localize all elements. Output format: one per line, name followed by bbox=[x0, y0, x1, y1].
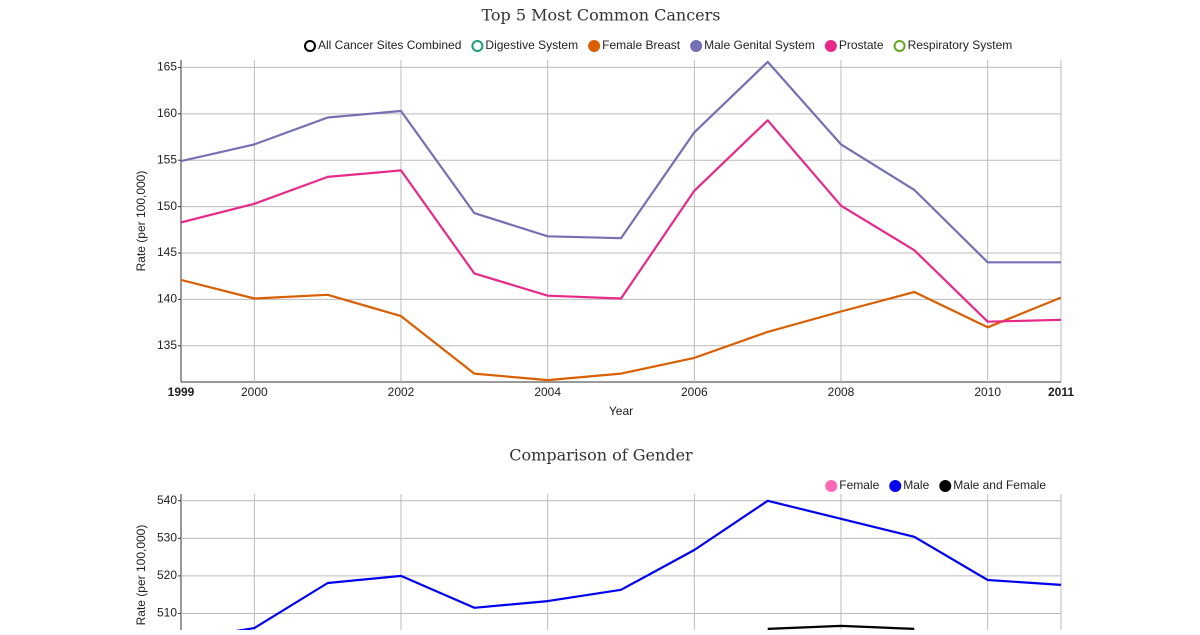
series-line bbox=[181, 60, 1061, 264]
plot-area bbox=[235, 499, 1061, 630]
legend-label: Prostate bbox=[839, 38, 884, 52]
y-tick-label: 150 bbox=[157, 199, 177, 213]
x-tick-label: 2006 bbox=[681, 385, 708, 399]
series-line bbox=[767, 624, 915, 630]
legend-marker bbox=[893, 40, 906, 52]
x-tick-label: 2010 bbox=[974, 385, 1001, 399]
y-tick-label: 135 bbox=[157, 338, 177, 352]
legend-marker bbox=[690, 40, 703, 52]
legend-item[interactable]: Female Breast bbox=[588, 38, 681, 52]
y-tick-label: 530 bbox=[157, 531, 177, 545]
series-line bbox=[181, 278, 1061, 382]
legend-label: Male and Female bbox=[953, 478, 1046, 492]
legend-item[interactable]: All Cancer Sites Combined bbox=[304, 38, 461, 52]
y-tick-label: 145 bbox=[157, 245, 177, 259]
legend-label: Digestive System bbox=[485, 38, 578, 52]
legend-item[interactable]: Male and Female bbox=[939, 478, 1046, 492]
legend-marker bbox=[825, 480, 838, 492]
series-line bbox=[181, 119, 1061, 323]
series-line bbox=[235, 499, 1061, 630]
legend-label: Male Genital System bbox=[704, 38, 815, 52]
legend-item[interactable]: Male Genital System bbox=[690, 38, 815, 52]
y-axis-label: Rate (per 100,000) bbox=[134, 525, 148, 626]
legend-label: Male bbox=[903, 478, 929, 492]
x-tick-label: 1999 bbox=[168, 385, 195, 399]
y-axis-label: Rate (per 100,000) bbox=[134, 171, 148, 272]
y-tick-label: 510 bbox=[157, 606, 177, 620]
legend-item[interactable]: Prostate bbox=[824, 38, 884, 52]
legend-label: Female Breast bbox=[602, 38, 681, 52]
x-tick-label: 2011 bbox=[1048, 385, 1074, 399]
legend-item[interactable]: Digestive System bbox=[471, 38, 578, 52]
chart-title: Top 5 Most Common Cancers bbox=[481, 6, 720, 25]
legend-label: All Cancer Sites Combined bbox=[318, 38, 461, 52]
legend-marker bbox=[939, 480, 952, 492]
y-tick-label: 540 bbox=[157, 493, 177, 507]
legend-marker bbox=[889, 480, 902, 492]
y-tick-label: 155 bbox=[157, 152, 177, 166]
x-axis-label: Year bbox=[609, 404, 633, 418]
x-tick-label: 2008 bbox=[828, 385, 855, 399]
x-tick-label: 2002 bbox=[388, 385, 415, 399]
x-tick-label: 2000 bbox=[241, 385, 268, 399]
y-tick-label: 140 bbox=[157, 292, 177, 306]
y-tick-label: 165 bbox=[157, 60, 177, 74]
legend-marker bbox=[304, 40, 316, 52]
y-tick-label: 160 bbox=[157, 106, 177, 120]
legend-item[interactable]: Male bbox=[889, 478, 930, 492]
chart-title: Comparison of Gender bbox=[509, 446, 693, 465]
plot-area bbox=[181, 60, 1061, 382]
legend-label: Respiratory System bbox=[908, 38, 1013, 52]
legend-marker bbox=[824, 40, 837, 52]
legend-item[interactable]: Respiratory System bbox=[893, 38, 1013, 52]
legend-marker bbox=[588, 40, 601, 52]
legend-marker bbox=[471, 40, 484, 52]
y-tick-label: 520 bbox=[157, 568, 177, 582]
x-tick-label: 2004 bbox=[534, 385, 561, 399]
legend-label: Female bbox=[839, 478, 879, 492]
legend-item[interactable]: Female bbox=[825, 478, 880, 492]
